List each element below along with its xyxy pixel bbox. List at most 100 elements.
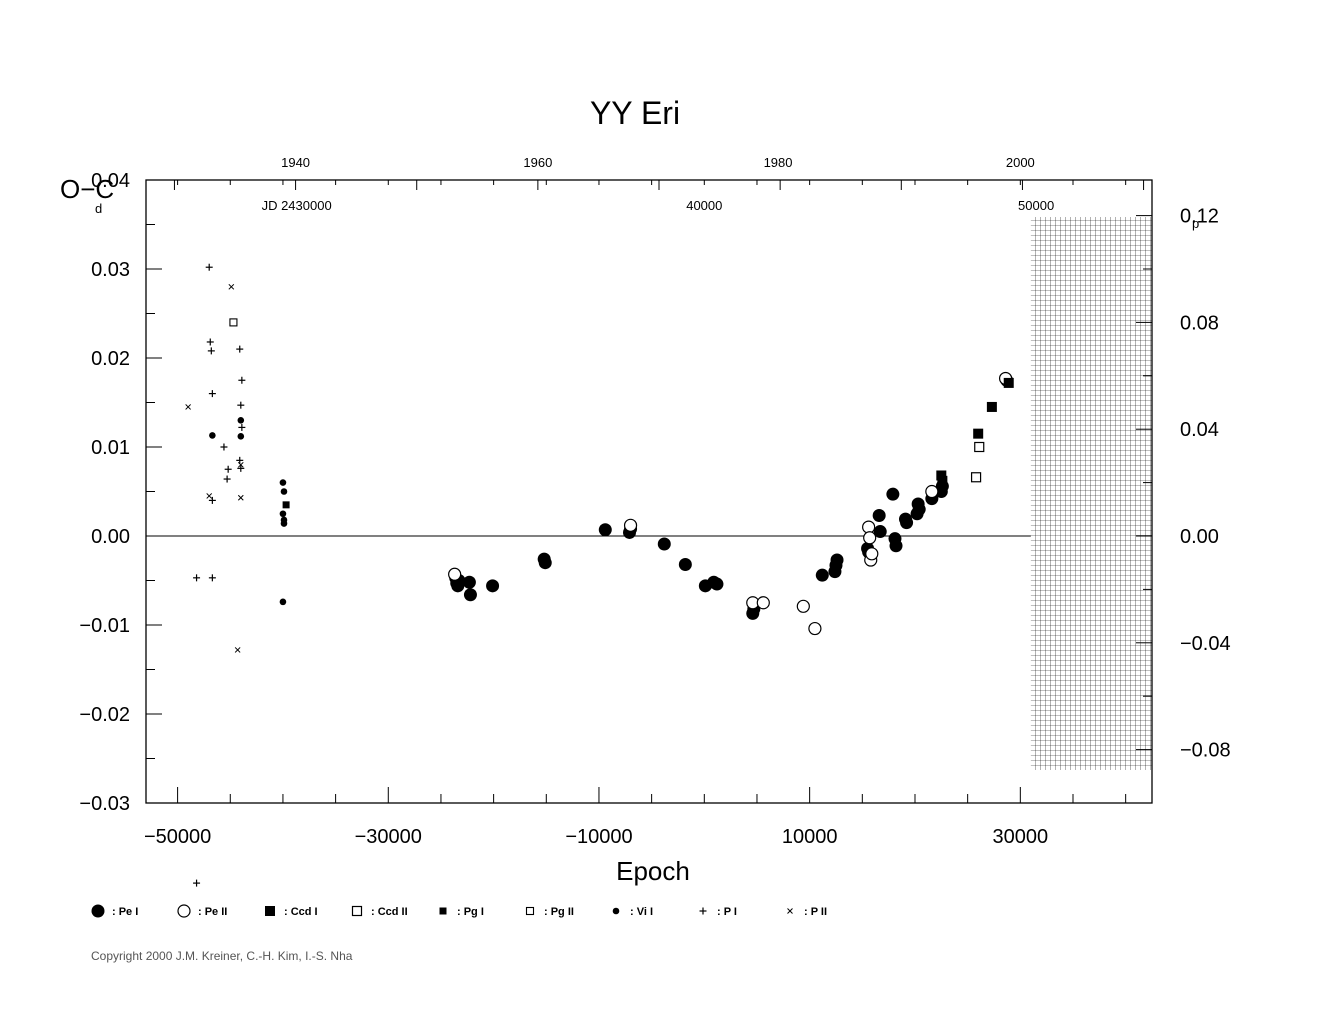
legend-label: : Pe I (112, 906, 138, 918)
legend-label: : P II (804, 906, 827, 918)
data-point-p-i (206, 338, 214, 346)
plot-frame (145, 179, 1153, 804)
y-tick-label: 0.01 (91, 437, 130, 459)
data-point-ccd-i (1003, 377, 1014, 388)
y-tick-label: 0.04 (91, 170, 130, 192)
legend-label: : Pg II (544, 906, 574, 918)
data-point-p-i (208, 496, 216, 504)
data-point-p-ii (237, 494, 244, 501)
data-point-ccd-ii (974, 441, 985, 453)
y2-tick-label: 0.12 (1180, 206, 1219, 228)
data-point-p-i (238, 376, 246, 384)
legend-label: : Ccd II (371, 906, 408, 918)
y-axis-label: O−C (60, 174, 114, 204)
legend: : Pe I : Pe II : Ccd I : Ccd II : Pg I : Pg I… (91, 904, 827, 918)
data-point-pe-i (872, 509, 886, 523)
data-point-pe-i (815, 568, 829, 582)
data-point-pe-ii (796, 599, 810, 613)
data-point-p-i (208, 574, 216, 582)
data-point-pe-ii (863, 531, 877, 545)
data-point-vi-i (280, 520, 288, 527)
legend-symbol (265, 906, 275, 916)
x-tick-label: 10000 (782, 826, 838, 848)
data-point-p-i (223, 475, 231, 483)
legend-symbol (525, 906, 535, 916)
data-point-pe-i (710, 577, 724, 591)
y-tick-label: −0.03 (79, 793, 130, 815)
top-year-label: 1960 (523, 155, 552, 170)
data-point-pg-i (282, 501, 290, 509)
tick-labels: −50000 −30000 −10000 10000 30000 −0.03 −0.02 −0… (79, 170, 1230, 848)
data-point-p-i (193, 574, 201, 582)
x-tick-label: −50000 (144, 826, 211, 848)
y-tick-label: −0.02 (79, 704, 130, 726)
data-point-ccd-i (937, 475, 948, 486)
data-point-vi-i (237, 433, 245, 440)
legend-label: : Pe II (198, 906, 227, 918)
data-point-vi-i (237, 417, 245, 424)
data-point-pe-i (538, 556, 552, 570)
y2-tick-label: 0.04 (1180, 419, 1219, 441)
copyright-note: Copyright 2000 J.M. Kreiner, C.-H. Kim, … (91, 949, 353, 963)
legend-symbol (91, 904, 105, 918)
data-point-pe-i (873, 525, 887, 539)
y2-tick-label: −0.04 (1180, 633, 1231, 655)
future-epoch-hatched-region (1030, 217, 1152, 770)
data-point-pe-ii (808, 621, 822, 636)
data-point-pe-ii (623, 518, 638, 532)
y2-unit-label: p (1192, 216, 1199, 231)
extra-mark (193, 879, 201, 887)
legend-label: : Pg I (457, 906, 484, 918)
legend-symbol (612, 907, 620, 915)
data-point-p-i (238, 423, 246, 431)
data-point-pe-i (486, 579, 500, 593)
data-point-vi-i (209, 432, 216, 439)
data-point-p-ii (228, 283, 235, 290)
data-point-pe-i (462, 575, 476, 589)
y-unit-label: d (95, 201, 102, 216)
data-point-p-i (207, 347, 215, 355)
x-tick-label: 30000 (993, 826, 1049, 848)
legend-label: : Ccd I (284, 906, 318, 918)
y2-tick-label: −0.08 (1180, 740, 1231, 762)
data-point-p-i (236, 345, 244, 353)
data-markers (185, 263, 1014, 887)
data-point-pe-i (830, 553, 844, 567)
y2-tick-label: 0.08 (1180, 312, 1219, 334)
data-point-ccd-i (936, 470, 947, 481)
y-tick-label: 0.02 (91, 348, 130, 370)
top-axis-labels: 1940 1960 1980 2000 JD 2430000 40000 50000 (262, 155, 1055, 213)
top-jd-label: 40000 (686, 198, 722, 213)
legend-symbol (787, 908, 793, 914)
data-point-vi-i (279, 598, 287, 606)
data-point-p-i (237, 464, 245, 472)
data-point-ccd-i (973, 428, 984, 439)
legend-symbol (351, 905, 363, 917)
data-point-pe-i (657, 537, 671, 551)
data-point-ccd-i (986, 401, 997, 412)
data-point-pe-ii (925, 484, 939, 499)
data-point-p-ii (206, 493, 213, 499)
data-point-p-i (220, 443, 228, 451)
data-point-p-i (224, 465, 232, 473)
top-year-label: 1940 (281, 155, 310, 170)
data-point-pe-i (886, 487, 900, 501)
data-point-pe-i (463, 588, 477, 602)
axis-ticks (146, 179, 1152, 804)
data-point-pe-i (912, 502, 926, 516)
data-point-ccd-ii (970, 472, 982, 483)
data-point-p-i (208, 390, 216, 398)
x-tick-label: −30000 (355, 826, 422, 848)
data-point-vi-i (279, 510, 287, 518)
y-tick-label: −0.01 (79, 615, 130, 637)
chart-title: YY Eri (590, 95, 680, 131)
legend-symbol (177, 904, 191, 918)
data-point-vi-i (279, 479, 287, 486)
data-point-p-ii (237, 461, 244, 468)
data-point-pe-ii (756, 596, 770, 610)
top-jd-label: JD 2430000 (262, 198, 332, 213)
data-point-pe-i (678, 557, 692, 571)
data-point-pe-i (900, 516, 914, 530)
data-point-pe-ii (865, 547, 879, 561)
